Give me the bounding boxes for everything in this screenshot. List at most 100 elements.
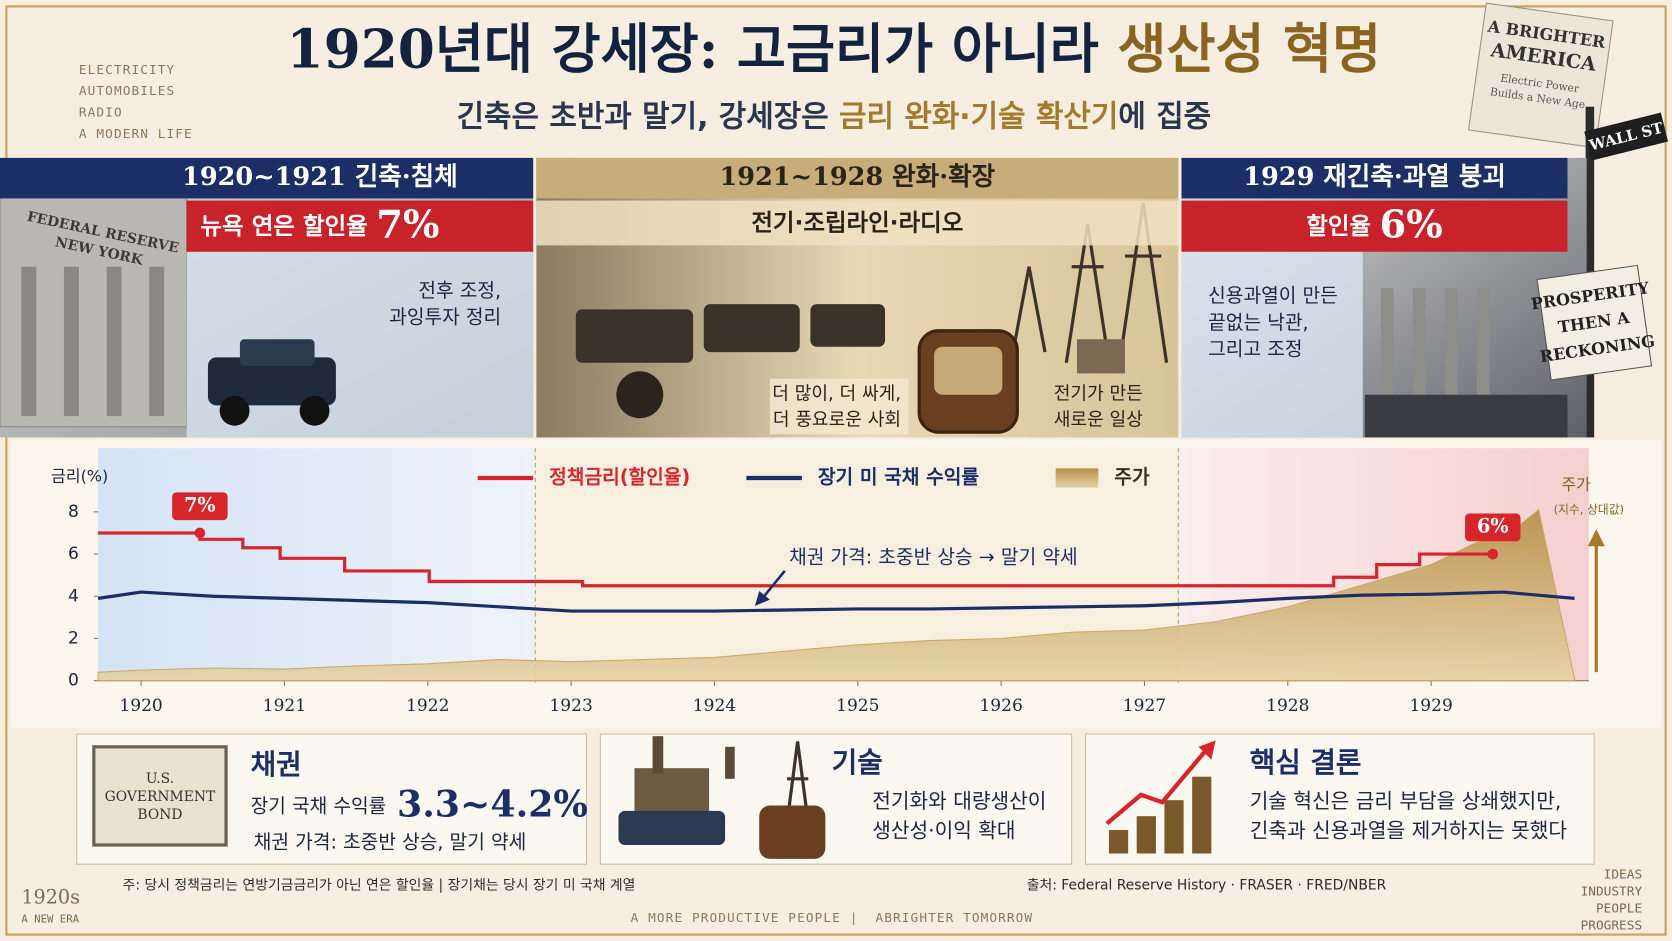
- card-title: 채권: [251, 748, 302, 781]
- x-tick-label: 1926: [979, 696, 1022, 716]
- x-tick-label: 1928: [1266, 696, 1309, 716]
- panel-title: 1920~1921 긴축·침체: [182, 162, 458, 192]
- decor-word: ELECTRICITY: [79, 63, 175, 78]
- card-line: 생산성·이익 확대: [872, 819, 1015, 843]
- y-tick-label: 6: [68, 544, 79, 564]
- column: [149, 266, 165, 417]
- frame: [5, 5, 1667, 936]
- column: [1444, 288, 1458, 417]
- car-wheel: [299, 395, 330, 426]
- panel-note: 더 풍요로운 사회: [773, 409, 901, 430]
- y2-arrowhead: [1587, 529, 1605, 547]
- y2-axis-label: 주가: [1561, 475, 1591, 494]
- annotation-box: [172, 492, 228, 521]
- icon-bar: [1108, 830, 1129, 854]
- panel-note: 새로운 일상: [1054, 409, 1143, 430]
- placard: [1536, 264, 1653, 381]
- title-main: 1920년대 강세장: 고금리가 아니라: [287, 17, 1118, 80]
- rate-label: 뉴욕 연은 할인율: [200, 212, 367, 240]
- corner-text: INDUSTRY: [1581, 884, 1643, 899]
- car: [207, 339, 336, 426]
- house: [1076, 339, 1125, 374]
- panel-note: 더 많이, 더 싸게,: [772, 384, 901, 405]
- note-bg: [769, 378, 909, 435]
- panel-header: [1181, 157, 1568, 199]
- series-line: [97, 590, 1575, 613]
- source: 출처: Federal Reserve History · FRASER · F…: [1027, 878, 1387, 894]
- bond-text: BOND: [137, 807, 182, 823]
- rate-text: 할인율 6%: [1306, 202, 1442, 247]
- card-value: 3.3~4.2%: [397, 782, 588, 825]
- chimney: [725, 746, 735, 779]
- panel-title: 1921~1928 완화·확장: [719, 162, 995, 192]
- card-line: 기술 혁신은 금리 부담을 상쇄했지만,: [1250, 789, 1562, 813]
- panel-note: 과잉투자 정리: [389, 305, 501, 328]
- column: [63, 266, 79, 417]
- bond-annotation: 채권 가격: 초중반 상승 → 말기 약세: [789, 545, 1078, 568]
- card-title: 핵심 결론: [1250, 746, 1362, 779]
- car-wheel: [219, 395, 250, 426]
- column: [21, 266, 37, 417]
- rate-value: 7%: [376, 202, 439, 247]
- y-tick-label: 8: [68, 502, 79, 522]
- panel-note: 전후 조정,: [418, 279, 501, 302]
- subtitle-part: 긴축은 초반과 말기, 강세장은: [457, 99, 839, 134]
- legend-label: 정책금리(할인율): [549, 465, 690, 488]
- footnote: 주: 당시 정책금리는 연방기금금리가 아닌 연은 할인율 | 장기채는 당시 …: [123, 878, 636, 894]
- panel-title: 1929 재긴축·과열 붕괴: [1243, 162, 1506, 192]
- tagline: |: [850, 911, 859, 926]
- card-line: 장기 국채 수익률 3.3~4.2%: [251, 782, 588, 825]
- y-axis-label: 금리(%): [51, 466, 108, 485]
- bond-text: U.S.: [146, 771, 174, 787]
- panel-note: 그리고 조정: [1208, 337, 1302, 360]
- legend-label: 주가: [1114, 465, 1150, 488]
- x-tick-label: 1921: [263, 696, 306, 716]
- assembly-line: [575, 304, 886, 419]
- car-wheel: [616, 371, 664, 419]
- radio-grille: [934, 346, 1003, 395]
- rate-text: 뉴욕 연은 할인율 7%: [200, 202, 439, 247]
- icon-bar: [1192, 776, 1212, 854]
- panel-header: [0, 157, 534, 199]
- column: [106, 266, 122, 417]
- panel-theme: 전기·조립라인·라디오: [751, 209, 963, 237]
- chimney: [652, 736, 664, 774]
- subtitle: 긴축은 초반과 말기, 강세장은 금리 완화·기술 확산기에 집중: [457, 99, 1212, 134]
- icon-arrow: [1105, 747, 1209, 826]
- newspaper: A BRIGHTER AMERICA Electric Power Builds…: [1467, 2, 1614, 149]
- car-body: [618, 810, 726, 845]
- y-tick-label: 0: [68, 671, 79, 691]
- decor-word: AUTOMOBILES: [79, 84, 175, 99]
- corner-text: PEOPLE: [1596, 901, 1642, 916]
- column: [1380, 288, 1394, 417]
- panel-note: 신용과열이 만든: [1208, 284, 1338, 307]
- series-line: [98, 531, 1493, 588]
- panel-header: [536, 157, 1179, 199]
- panel-note: 끝없는 낙관,: [1208, 311, 1308, 334]
- car-body: [703, 304, 800, 353]
- rate-label: 할인율: [1306, 212, 1371, 240]
- legend-swatch: [1055, 468, 1099, 488]
- column: [1476, 288, 1490, 417]
- icon-bar: [1136, 816, 1156, 854]
- street-sign: [1584, 112, 1669, 161]
- newspaper-sheet: [1467, 2, 1614, 149]
- rate-banner: [1181, 200, 1568, 252]
- corner-text: A NEW ERA: [21, 913, 79, 926]
- annotation-box: [1465, 513, 1521, 542]
- x-tick-label: 1927: [1123, 696, 1166, 716]
- theme-band: [536, 200, 1179, 246]
- corner-text: IDEAS: [1604, 867, 1642, 882]
- y-tick-label: 2: [68, 628, 79, 648]
- bond-text: GOVERNMENT: [105, 789, 216, 805]
- annotation-label: 6%: [1477, 514, 1509, 537]
- y2-axis-sublabel: (지수, 상대값): [1554, 502, 1624, 516]
- x-tick-label: 1923: [549, 696, 592, 716]
- rate-value: 6%: [1380, 202, 1443, 247]
- tagline: A MORE PRODUCTIVE PEOPLE: [631, 911, 841, 926]
- card-line: 채권 가격: 초중반 상승, 말기 약세: [254, 830, 526, 853]
- x-tick-label: 1929: [1409, 696, 1452, 716]
- car-body: [575, 309, 694, 363]
- decor-word: A MODERN LIFE: [79, 127, 193, 142]
